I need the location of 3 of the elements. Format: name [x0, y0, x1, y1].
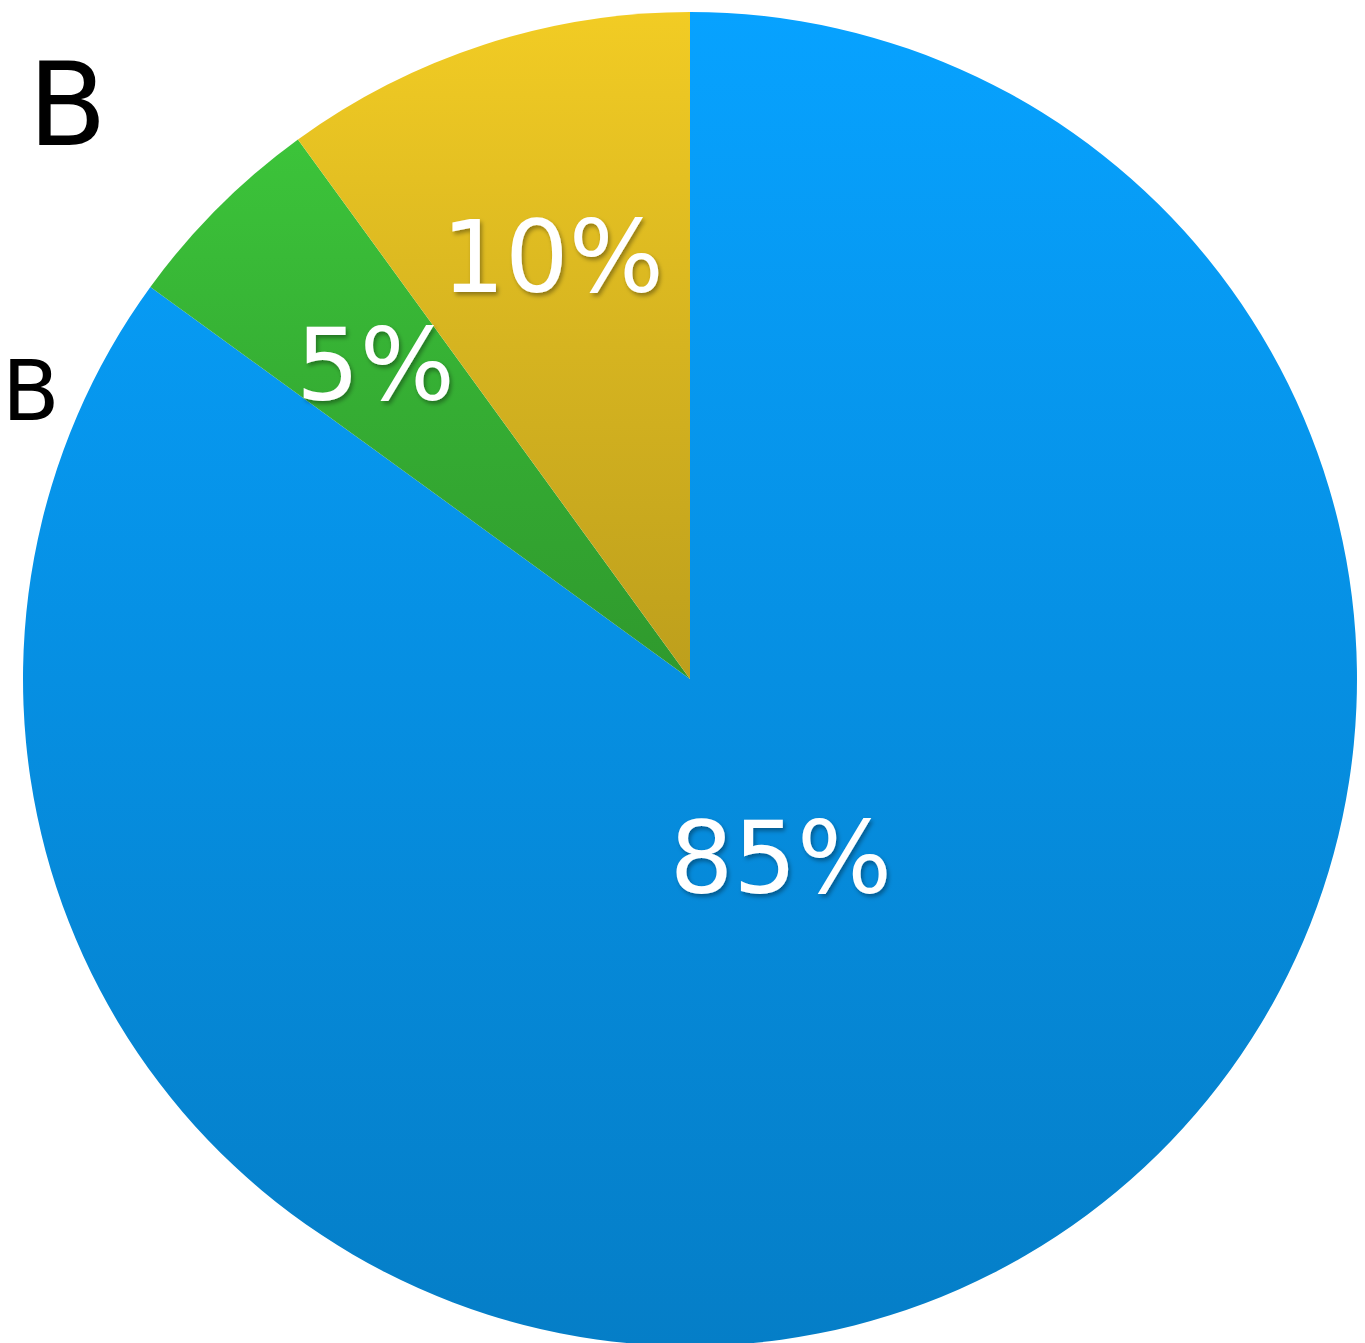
text: B — [28, 38, 107, 172]
data-label: 85% — [669, 800, 892, 918]
text: B — [2, 342, 60, 440]
